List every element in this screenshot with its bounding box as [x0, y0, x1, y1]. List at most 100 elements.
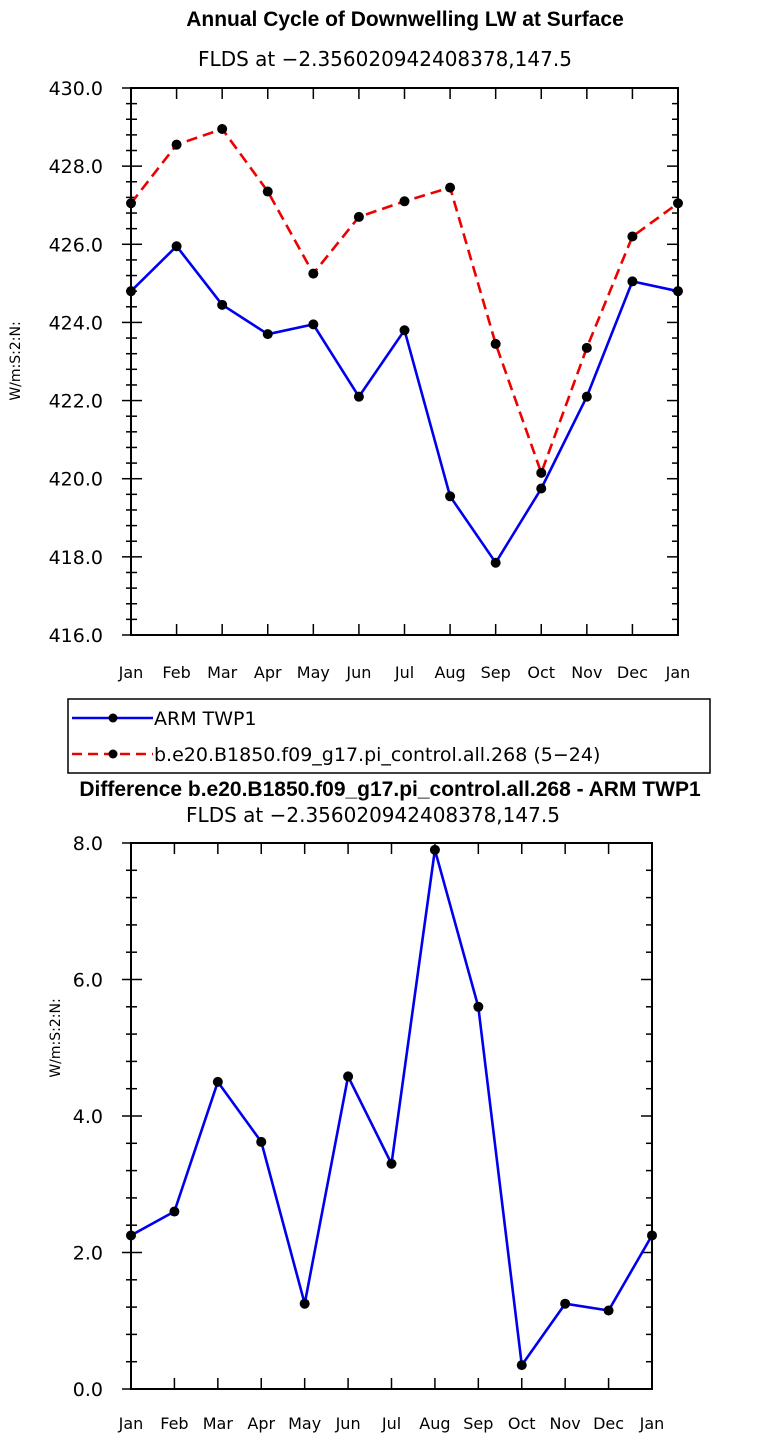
- data-point: [560, 1298, 571, 1309]
- data-point: [627, 231, 638, 242]
- y-tick-label: 418.0: [49, 547, 103, 569]
- data-point: [212, 1076, 223, 1087]
- legend-box: [67, 698, 711, 774]
- x-tick-label: Aug: [419, 1414, 450, 1433]
- data-point: [516, 1360, 527, 1371]
- data-point: [473, 1001, 484, 1012]
- data-point: [399, 325, 410, 336]
- y-tick-label: 6.0: [73, 970, 103, 992]
- x-tick-label: Sep: [481, 663, 511, 682]
- data-point: [217, 124, 228, 135]
- chart-2-plot-frame: [130, 842, 653, 1390]
- chart-2-subtitle: FLDS at −2.356020942408378,147.5: [186, 803, 560, 827]
- chart-1-subtitle: FLDS at −2.356020942408378,147.5: [198, 47, 572, 71]
- y-tick-label: 8.0: [73, 833, 103, 855]
- chart-1-y-tick-labels: 416.0 418.0 420.0 422.0 424.0 426.0 428.0 430.0: [49, 78, 103, 647]
- series-line-0: [130, 848, 654, 1367]
- data-point: [171, 241, 182, 252]
- x-tick-label: Apr: [247, 1414, 275, 1433]
- data-point: [262, 186, 273, 197]
- y-tick-label: 420.0: [49, 469, 103, 491]
- x-tick-label: Nov: [571, 663, 602, 682]
- data-point: [536, 467, 547, 478]
- data-point: [386, 1158, 397, 1169]
- data-point: [399, 196, 410, 207]
- data-point: [490, 557, 501, 568]
- y-tick-label: 2.0: [73, 1243, 103, 1265]
- x-tick-label: May: [297, 663, 330, 682]
- data-point: [429, 844, 440, 855]
- x-tick-label: Jan: [118, 663, 144, 682]
- data-point: [343, 1071, 354, 1082]
- x-tick-label: Mar: [203, 1414, 234, 1433]
- x-tick-label: Jul: [394, 663, 414, 682]
- chart-1-plot-frame: [130, 87, 679, 636]
- difference-chart: Difference b.e20.B1850.f09_g17.pi_contro…: [48, 778, 701, 1433]
- y-tick-label: 4.0: [73, 1106, 103, 1128]
- x-tick-label: May: [288, 1414, 321, 1433]
- chart-2-y-tick-labels: 0.0 2.0 4.0 6.0 8.0: [73, 833, 103, 1401]
- y-tick-label: 416.0: [49, 625, 103, 647]
- x-tick-label: Jun: [345, 663, 371, 682]
- x-tick-label: Jan: [639, 1414, 665, 1433]
- chart-1-series: [126, 124, 683, 568]
- legend-marker-model: [108, 749, 118, 759]
- data-point: [490, 338, 501, 349]
- chart-2-x-tick-labels: Jan Feb Mar Apr May Jun Jul Aug Sep Oct Nov Dec Jan: [118, 1414, 665, 1433]
- chart-2-ticks: [122, 842, 653, 1390]
- x-tick-label: Jan: [665, 663, 691, 682]
- data-point: [581, 342, 592, 353]
- y-tick-label: 428.0: [49, 156, 103, 178]
- data-point: [445, 182, 456, 193]
- y-tick-label: 422.0: [49, 391, 103, 413]
- legend-label-model: b.e20.B1850.f09_g17.pi_control.all.268 (…: [154, 744, 600, 766]
- data-point: [262, 329, 273, 340]
- x-tick-label: Dec: [593, 1414, 624, 1433]
- data-point: [256, 1136, 267, 1147]
- data-point: [536, 483, 547, 494]
- chart-2-title: Difference b.e20.B1850.f09_g17.pi_contro…: [79, 778, 701, 801]
- y-tick-label: 430.0: [49, 78, 103, 100]
- x-tick-label: Feb: [162, 663, 190, 682]
- x-tick-label: Jan: [118, 1414, 144, 1433]
- y-tick-label: 424.0: [49, 312, 103, 334]
- data-point: [299, 1298, 310, 1309]
- data-point: [353, 211, 364, 222]
- data-point: [627, 276, 638, 287]
- data-point: [308, 319, 319, 330]
- y-tick-label: 426.0: [49, 234, 103, 256]
- x-tick-label: Oct: [527, 663, 555, 682]
- x-tick-label: Sep: [463, 1414, 493, 1433]
- annual-cycle-chart: Annual Cycle of Downwelling LW at Surfac…: [8, 8, 690, 682]
- legend-marker-arm: [108, 713, 118, 723]
- x-tick-label: Aug: [434, 663, 465, 682]
- data-point: [171, 139, 182, 150]
- data-point: [445, 491, 456, 502]
- chart-1-ticks: [122, 87, 679, 636]
- chart-1-title: Annual Cycle of Downwelling LW at Surfac…: [186, 8, 624, 31]
- x-tick-label: Feb: [160, 1414, 188, 1433]
- chart-2-y-axis-label: W/m:S:2:N:: [48, 998, 64, 1077]
- chart-2-series: [126, 844, 657, 1371]
- series-line-0: [130, 244, 679, 565]
- x-tick-label: Apr: [254, 663, 282, 682]
- chart-1-y-axis-label: W/m:S:2:N:: [8, 321, 24, 400]
- legend-label-arm: ARM TWP1: [154, 708, 257, 730]
- data-point: [217, 299, 228, 310]
- x-tick-label: Jun: [335, 1414, 361, 1433]
- data-point: [581, 391, 592, 402]
- x-tick-label: Dec: [617, 663, 648, 682]
- data-point: [353, 391, 364, 402]
- x-tick-label: Jul: [381, 1414, 401, 1433]
- data-point: [169, 1206, 180, 1217]
- x-tick-label: Nov: [550, 1414, 581, 1433]
- data-point: [603, 1305, 614, 1316]
- data-point: [308, 268, 319, 279]
- y-tick-label: 0.0: [73, 1379, 103, 1401]
- series-line-1: [129, 127, 679, 475]
- x-tick-label: Oct: [508, 1414, 536, 1433]
- chart-1-x-tick-labels: Jan Feb Mar Apr May Jun Jul Aug Sep Oct Nov Dec Jan: [118, 663, 691, 682]
- x-tick-label: Mar: [207, 663, 238, 682]
- legend: ARM TWP1 b.e20.B1850.f09_g17.pi_control.…: [67, 698, 711, 774]
